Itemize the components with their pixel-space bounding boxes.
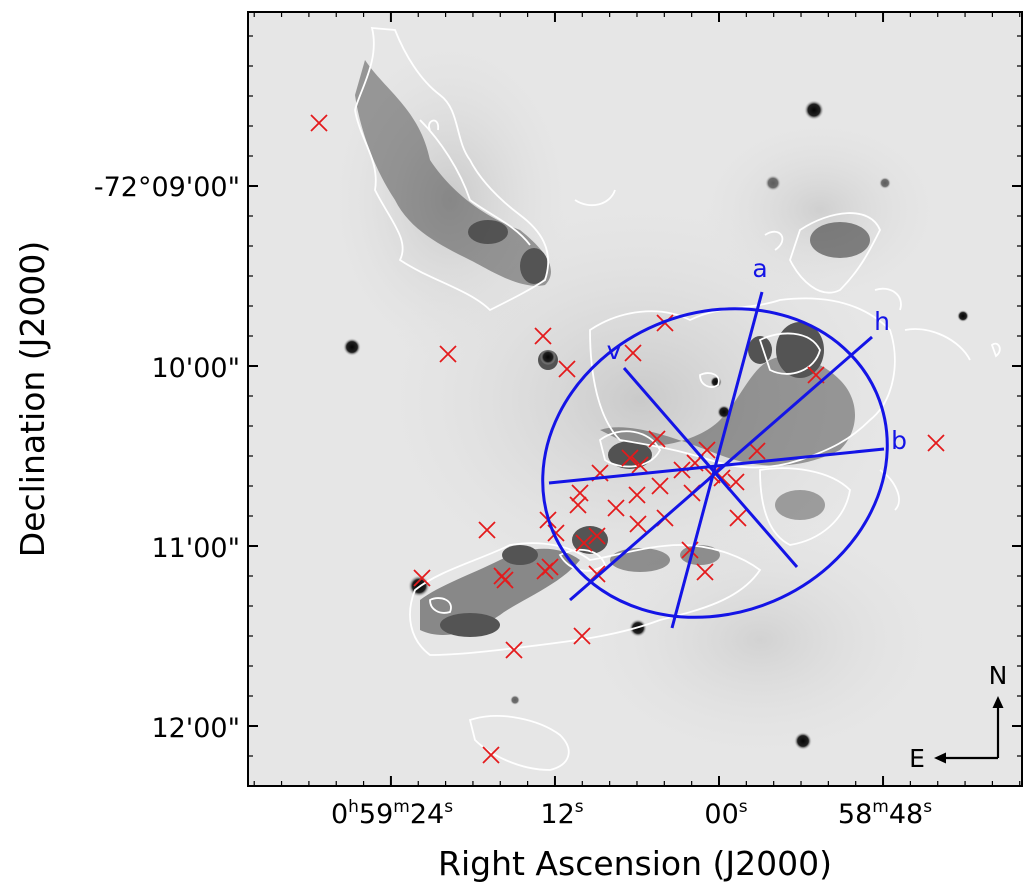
- major-ticks: [248, 12, 1022, 786]
- source-marker-x-icon: [748, 442, 766, 460]
- marker-stroke: [439, 345, 457, 363]
- marker-stroke: [631, 456, 649, 474]
- marker-stroke: [651, 477, 669, 495]
- marker-stroke: [505, 641, 523, 659]
- source-marker-x-icon: [631, 456, 649, 474]
- source-marker-x-icon: [310, 114, 328, 132]
- source-marker-x-icon: [541, 558, 559, 576]
- marker-stroke: [696, 563, 714, 581]
- dec-tick-labels: -72°09'00" 10'00" 11'00" 12'00": [94, 172, 240, 744]
- source-marker-x-icon: [482, 746, 500, 764]
- source-marker-x-icon: [439, 345, 457, 363]
- source-marker-x-icon: [628, 486, 646, 504]
- source-marker-x-icon: [651, 477, 669, 495]
- source-marker-x-icon: [575, 534, 593, 552]
- marker-stroke: [541, 558, 559, 576]
- minor-ticks: [248, 12, 1022, 786]
- dec-tick-label: 10'00": [151, 353, 240, 384]
- ra-tick-label: 0h59m24s: [331, 797, 453, 830]
- source-marker-x-icon: [607, 499, 625, 517]
- marker-stroke: [607, 499, 625, 517]
- source-marker-x-icon: [534, 327, 552, 345]
- marker-stroke: [547, 524, 565, 542]
- x-axis-title: Right Ascension (J2000): [438, 844, 832, 883]
- axis-label-v: v: [607, 336, 622, 365]
- axis-label-a: a: [752, 254, 767, 283]
- axis-letter-labels: a h v b: [607, 254, 907, 455]
- source-marker-x-icon: [573, 627, 591, 645]
- marker-stroke: [629, 515, 647, 533]
- marker-stroke: [571, 484, 589, 502]
- source-marker-x-icon: [729, 509, 747, 527]
- marker-stroke: [575, 534, 593, 552]
- source-marker-x-icon: [624, 344, 642, 362]
- marker-stroke: [496, 571, 514, 589]
- source-marker-x-icon: [588, 527, 606, 545]
- source-marker-x-icon: [648, 430, 666, 448]
- ra-tick-labels: 0h59m24s 12s 00s 58m48s: [331, 797, 932, 830]
- marker-stroke: [413, 569, 431, 587]
- compass-rose: N E: [909, 661, 1007, 773]
- ra-tick-label: 12s: [540, 797, 583, 830]
- source-marker-x-icon: [927, 434, 945, 452]
- ra-tick-label: 00s: [704, 797, 747, 830]
- dec-tick-label: 11'00": [151, 533, 240, 564]
- marker-stroke: [478, 521, 496, 539]
- y-axis-title: Declination (J2000): [13, 241, 52, 558]
- emission-contours: [354, 26, 1001, 771]
- marker-stroke: [807, 366, 825, 384]
- marker-stroke: [927, 434, 945, 452]
- marker-stroke: [482, 746, 500, 764]
- marker-stroke: [648, 430, 666, 448]
- marker-stroke: [624, 344, 642, 362]
- source-marker-x-icon: [569, 496, 587, 514]
- marker-stroke: [621, 449, 639, 467]
- marker-stroke: [569, 496, 587, 514]
- source-marker-x-icon: [558, 360, 576, 378]
- ra-tick-label: 58m48s: [838, 797, 932, 830]
- dec-tick-label: 12'00": [151, 713, 240, 744]
- marker-stroke: [558, 360, 576, 378]
- marker-stroke: [628, 486, 646, 504]
- compass-east-label: E: [909, 744, 925, 773]
- axis-label-b: b: [891, 426, 907, 455]
- dec-tick-label: -72°09'00": [94, 172, 240, 203]
- source-marker-x-icon: [629, 515, 647, 533]
- source-marker-x-icon: [696, 563, 714, 581]
- marker-stroke: [729, 509, 747, 527]
- marker-stroke: [573, 627, 591, 645]
- source-marker-x-icon: [505, 641, 523, 659]
- east-arrow-icon: [934, 752, 946, 764]
- axis-line-b: [548, 447, 885, 485]
- marker-stroke: [713, 469, 731, 487]
- axis-label-h: h: [874, 307, 890, 336]
- marker-stroke: [727, 473, 745, 491]
- source-marker-x-icon: [621, 449, 639, 467]
- structure-ellipse: [541, 307, 889, 619]
- plot-frame: [247, 11, 1023, 787]
- sky-image: [248, 12, 1022, 786]
- marker-stroke: [310, 114, 328, 132]
- source-marker-x-icon: [478, 521, 496, 539]
- marker-stroke: [588, 527, 606, 545]
- axis-line-a: [670, 291, 764, 629]
- source-marker-x-icon: [727, 473, 745, 491]
- marker-stroke: [748, 442, 766, 460]
- source-marker-x-icon: [496, 571, 514, 589]
- marker-stroke: [534, 327, 552, 345]
- compass-north-label: N: [989, 661, 1008, 690]
- source-marker-x-icon: [413, 569, 431, 587]
- north-arrow-icon: [992, 696, 1004, 708]
- axis-line-h: [569, 335, 873, 602]
- structure-ellipse-group: [541, 291, 889, 629]
